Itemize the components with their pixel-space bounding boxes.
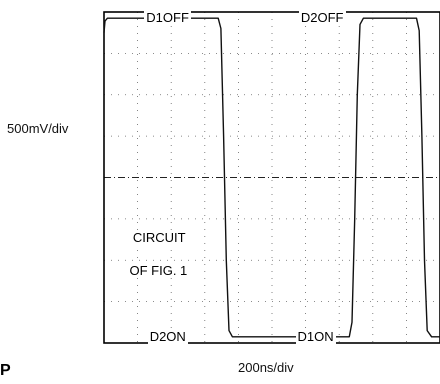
- trace-annotation: OF FIG. 1: [127, 262, 190, 278]
- graticule: [104, 12, 440, 343]
- trace-annotation: CIRCUIT: [130, 229, 188, 245]
- figure-letter: P: [0, 362, 11, 379]
- trace-annotation: D1OFF: [144, 10, 191, 26]
- trace-annotation: D2OFF: [298, 10, 346, 26]
- trace-annotation: D2ON: [147, 328, 188, 344]
- waveform-trace: [103, 17, 440, 338]
- plot-frame: [103, 11, 440, 344]
- trace-annotation: D1ON: [295, 328, 336, 344]
- y-axis-label: 500mV/div: [7, 121, 69, 136]
- x-axis-label: 200ns/div: [238, 360, 294, 375]
